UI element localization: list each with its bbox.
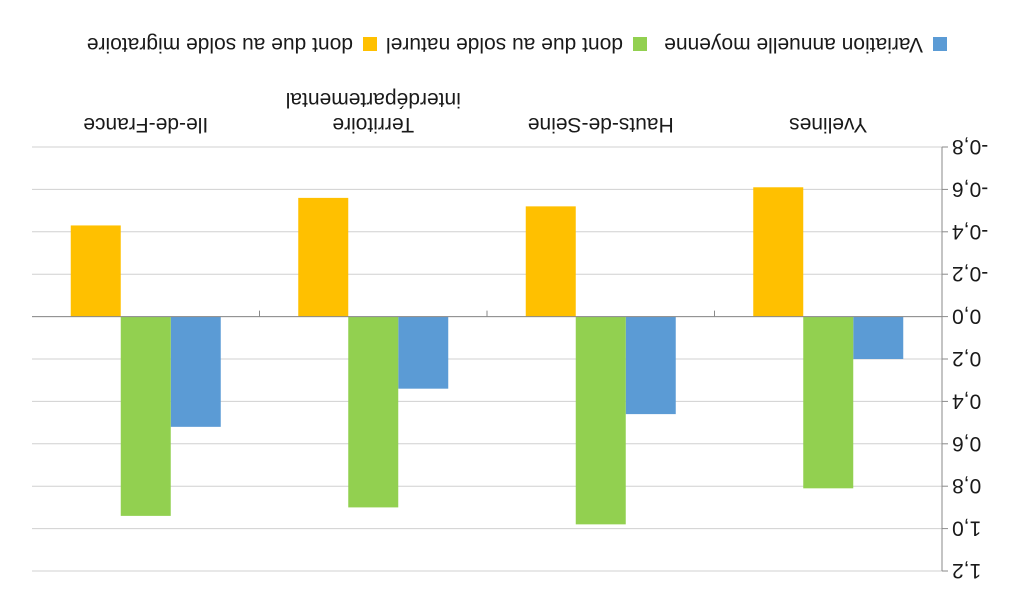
y-tick-label: -0,2 — [952, 262, 988, 285]
y-tick-label: 0,0 — [952, 305, 981, 328]
bars — [70, 187, 904, 525]
bar — [298, 197, 349, 317]
y-tick-label: -0,6 — [952, 177, 988, 200]
bar — [753, 187, 804, 317]
bar — [348, 316, 399, 508]
bar — [575, 316, 626, 525]
bar — [70, 225, 121, 317]
bar — [625, 316, 676, 415]
x-category-label: Territoire — [332, 113, 414, 136]
y-tick-label: 0,8 — [952, 474, 981, 497]
bar — [398, 316, 449, 389]
x-category-label: interdépartemental — [286, 88, 461, 111]
legend-swatch — [363, 37, 377, 51]
x-axis-category-labels: Yvelines Hauts-de-Seine Territoireinterdép… — [83, 88, 867, 136]
x-category-label: Yvelines — [789, 113, 867, 136]
y-tick-label: 0,4 — [952, 389, 982, 412]
y-tick-label: -0,4 — [952, 220, 989, 243]
x-category-label: Hauts-de-Seine — [528, 113, 674, 136]
bar — [803, 316, 854, 489]
y-axis-tick-labels: -0,8 -0,6 -0,4 -0,2 0,0 0,2 0,4 0,6 0,8 1,0 1,2 — [952, 135, 989, 582]
axes — [32, 146, 948, 572]
bar — [525, 206, 576, 317]
y-tick-label: 0,6 — [952, 432, 981, 455]
legend-label: Variation annuelle moyenne — [664, 33, 923, 56]
legend-label: dont due au solde migratoire — [87, 33, 353, 56]
y-tick-label: 1,0 — [952, 517, 981, 540]
bar — [170, 316, 221, 427]
legend-swatch — [633, 37, 647, 51]
legend-swatch — [933, 37, 947, 51]
bar — [853, 316, 904, 359]
y-tick-label: 0,2 — [952, 347, 981, 370]
y-tick-label: -0,8 — [952, 135, 988, 158]
bar — [120, 316, 171, 516]
y-tick-label: 1,2 — [952, 559, 981, 582]
x-category-label: Ile-de-France — [83, 113, 208, 136]
legend-label: dont due au solde naturel — [386, 33, 623, 56]
legend: Variation annuelle moyenne dont due au so… — [87, 33, 947, 56]
